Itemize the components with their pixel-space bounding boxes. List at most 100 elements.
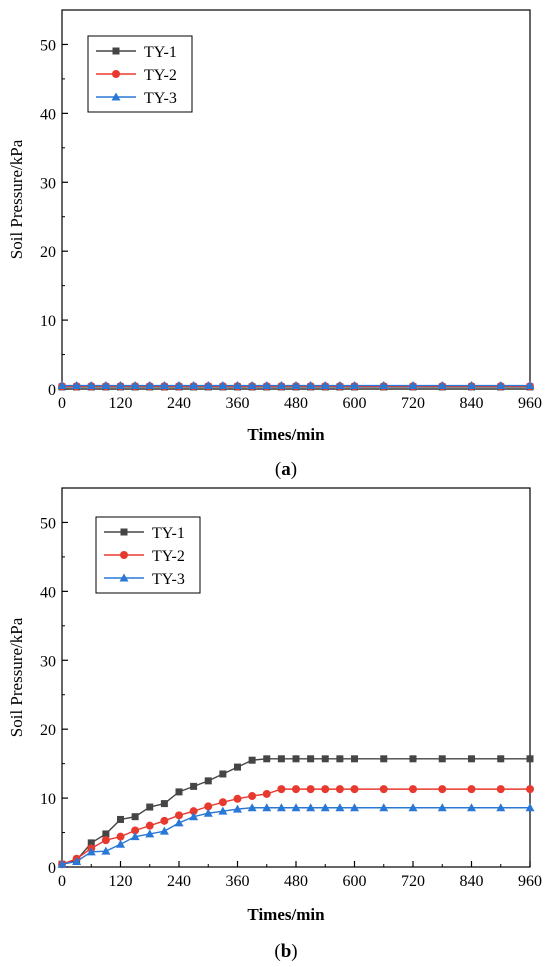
x-axis-label: Times/min (247, 425, 325, 444)
y-tick-label: 30 (40, 653, 56, 670)
data-point (321, 785, 330, 794)
data-point (247, 381, 257, 390)
data-point (526, 755, 534, 763)
data-point (57, 381, 67, 390)
data-point (335, 803, 345, 812)
data-point (72, 381, 82, 390)
y-axis-label: Soil Pressure/kPa (7, 139, 26, 259)
data-point (438, 785, 447, 794)
x-tick-label: 120 (109, 873, 133, 890)
data-point (233, 804, 242, 813)
data-point (379, 381, 389, 390)
x-tick-label: 960 (518, 873, 542, 890)
series-ty-1 (58, 755, 534, 868)
y-tick-label: 0 (48, 860, 56, 877)
legend-label: TY-2 (152, 548, 185, 565)
data-point (86, 847, 96, 856)
y-tick-label: 40 (40, 584, 56, 601)
data-point (116, 381, 125, 390)
legend: TY-1 TY-2 TY-3 (95, 516, 201, 594)
data-point (219, 770, 227, 778)
x-tick-label: 840 (460, 395, 484, 412)
data-point (102, 830, 110, 838)
data-point (145, 381, 155, 390)
series-ty-3 (57, 381, 535, 390)
chart-b: 0 120 240 360 480 600 720 840 960 0 10 20 30 40 50 Time… (7, 487, 542, 962)
data-point (306, 785, 315, 794)
data-point (277, 755, 285, 763)
data-point (380, 755, 388, 763)
data-point (189, 381, 199, 390)
data-point (204, 777, 212, 785)
data-point (160, 800, 168, 808)
data-point (408, 803, 418, 812)
y-tick-label: 50 (40, 37, 56, 54)
data-point (248, 756, 256, 764)
data-point (467, 803, 476, 812)
data-point (336, 755, 344, 763)
data-point (409, 755, 417, 763)
data-point (307, 755, 315, 763)
y-tick-label: 10 (40, 313, 56, 330)
data-point (159, 826, 169, 835)
data-point (525, 803, 535, 812)
data-point (101, 381, 111, 390)
data-point (86, 381, 96, 390)
y-tick-label: 20 (40, 244, 56, 261)
legend-marker (112, 47, 120, 55)
data-point (335, 785, 344, 794)
data-point (247, 803, 257, 812)
x-tick-label: 960 (518, 395, 542, 412)
data-point (218, 381, 228, 390)
data-point (145, 821, 154, 830)
y-tick-label: 40 (40, 106, 56, 123)
series-ty-3 (57, 803, 535, 868)
data-point (262, 381, 272, 390)
data-point (233, 381, 242, 390)
data-point (438, 755, 446, 763)
data-point (175, 788, 183, 796)
data-point (306, 803, 316, 812)
y-tick-label: 10 (40, 791, 56, 808)
data-point (87, 839, 95, 847)
x-tick-label: 240 (167, 873, 191, 890)
series-ty-2 (58, 785, 534, 869)
series-line (61, 758, 530, 865)
x-tick-label: 480 (284, 873, 308, 890)
data-point (525, 381, 535, 390)
data-point (526, 785, 534, 794)
y-axis-label: Soil Pressure/kPa (7, 617, 26, 737)
data-point (496, 785, 505, 794)
data-point (116, 832, 125, 841)
data-point (130, 832, 140, 841)
data-point (292, 785, 300, 794)
data-point (189, 812, 199, 821)
data-point (174, 818, 184, 827)
data-point (379, 785, 388, 794)
x-tick-label: 840 (460, 873, 484, 890)
data-point (467, 785, 476, 794)
data-point (101, 836, 110, 845)
data-point (350, 803, 359, 812)
x-tick-label: 600 (343, 873, 367, 890)
data-point (351, 755, 358, 763)
data-point (145, 829, 155, 838)
data-point (437, 381, 447, 390)
y-tick-label: 30 (40, 175, 56, 192)
legend-marker (120, 528, 128, 536)
data-point (159, 381, 169, 390)
chart-a: 0 120 240 360 480 600 720 840 960 0 10 20 30 40 50 Time… (7, 9, 542, 480)
data-point (189, 807, 198, 816)
data-point (320, 381, 330, 390)
data-point (101, 846, 111, 855)
x-tick-label: 720 (401, 873, 425, 890)
data-point (204, 802, 213, 811)
data-point (174, 381, 184, 390)
data-point (335, 381, 345, 390)
data-point (130, 381, 140, 390)
data-point (116, 839, 125, 848)
data-point (175, 811, 183, 820)
x-tick-label: 360 (226, 873, 250, 890)
data-point (408, 381, 418, 390)
